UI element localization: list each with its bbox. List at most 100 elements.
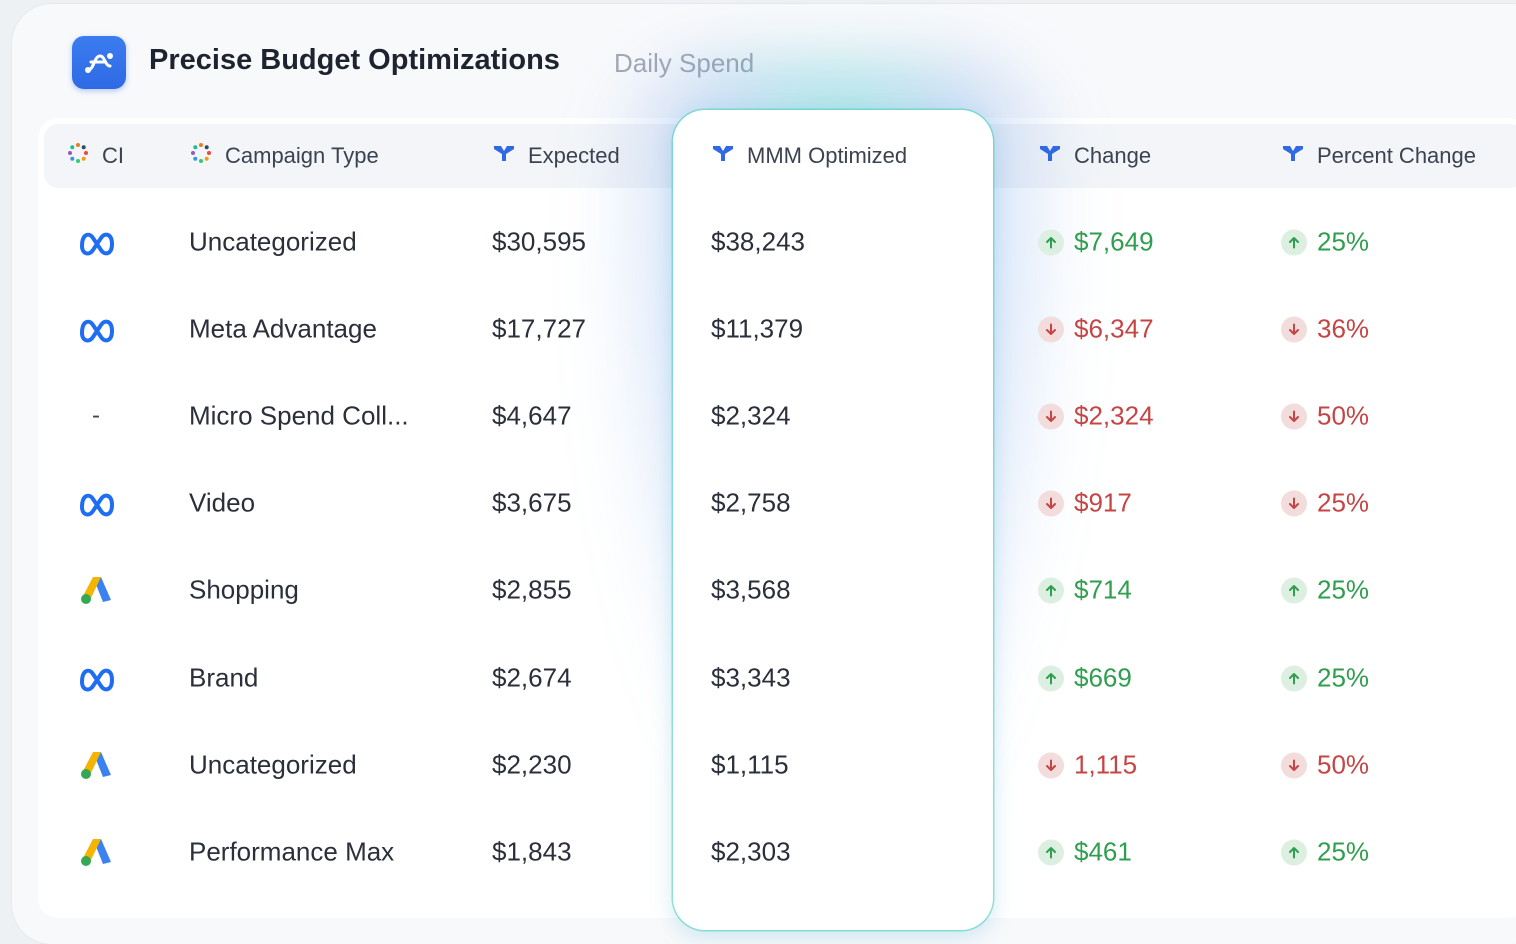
expected-cell: $4,647 [492, 400, 572, 431]
column-header-ci[interactable]: CI [66, 141, 124, 171]
percent-change-cell: 25% [1281, 837, 1369, 868]
change-cell: $461 [1038, 837, 1132, 868]
percent-change-cell-value: 36% [1317, 313, 1370, 344]
change-cell-value: $6,347 [1074, 313, 1154, 344]
percent-change-cell: 25% [1281, 575, 1369, 606]
column-header-label: Change [1074, 143, 1152, 168]
percent-change-cell-value: 25% [1317, 487, 1370, 518]
meta-logo-icon [78, 660, 114, 696]
percent-change-cell: 25% [1281, 488, 1369, 519]
flow-logo-icon [72, 36, 126, 89]
change-cell-value: $7,649 [1074, 226, 1154, 257]
arrow-down-icon [1281, 490, 1307, 516]
change-cell-value: 1,115 [1074, 749, 1138, 780]
mmm-optimized-cell: $1,115 [711, 749, 789, 780]
dots-spinner-icon [66, 141, 90, 171]
mmm-optimized-cell: $2,758 [711, 487, 791, 518]
campaign-type-cell: Brand [189, 662, 259, 693]
percent-change-cell-value: 50% [1317, 400, 1370, 431]
column-header-label: Expected [528, 143, 620, 168]
mmm-optimized-cell: $2,324 [711, 400, 791, 431]
change-cell-value: $917 [1074, 487, 1132, 518]
meta-logo-icon [78, 485, 114, 521]
mmm-optimized-cell: $38,243 [711, 226, 805, 257]
change-cell-value: $714 [1074, 574, 1132, 605]
mmm-optimized-column-highlight [673, 110, 993, 930]
page-subtitle: Daily Spend [614, 48, 755, 78]
arrow-up-icon [1281, 665, 1307, 691]
mmm-optimized-cell: $2,303 [711, 836, 791, 867]
campaign-type-cell: Micro Spend Coll... [189, 400, 409, 431]
change-cell: $917 [1038, 488, 1132, 519]
percent-change-cell-value: 25% [1317, 662, 1370, 693]
expected-cell: $1,843 [492, 836, 572, 867]
campaign-type-cell: Uncategorized [189, 226, 357, 257]
arrow-up-icon [1281, 577, 1307, 603]
arrow-down-icon [1281, 316, 1307, 342]
change-cell-value: $2,324 [1074, 400, 1154, 431]
google-ads-logo-icon [78, 834, 114, 870]
arrow-down-icon [1038, 752, 1064, 778]
percent-change-cell-value: 50% [1317, 749, 1370, 780]
percent-change-cell-value: 25% [1317, 836, 1370, 867]
change-cell-value: $669 [1074, 662, 1132, 693]
meta-logo-icon [78, 311, 114, 347]
arrow-up-icon [1038, 229, 1064, 255]
arrow-down-icon [1038, 403, 1064, 429]
arrow-up-icon [1281, 839, 1307, 865]
expected-cell: $3,675 [492, 487, 572, 518]
percent-change-cell-value: 25% [1317, 226, 1370, 257]
google-ads-logo-icon [78, 747, 114, 783]
column-header-mmm-optimized[interactable]: MMM Optimized [711, 141, 907, 171]
column-header-campaign-type[interactable]: Campaign Type [189, 141, 379, 171]
expected-cell: $2,674 [492, 662, 572, 693]
filter-funnel-icon [711, 141, 735, 171]
column-header-change[interactable]: Change [1038, 141, 1151, 171]
arrow-down-icon [1281, 403, 1307, 429]
change-cell: $2,324 [1038, 401, 1154, 432]
change-cell: $7,649 [1038, 227, 1154, 258]
column-header-label: CI [102, 143, 124, 168]
dots-spinner-icon [189, 141, 213, 171]
campaign-type-cell: Performance Max [189, 836, 395, 867]
channel-none: - [92, 402, 100, 429]
arrow-down-icon [1038, 316, 1064, 342]
mmm-optimized-cell: $3,343 [711, 662, 791, 693]
change-cell: $669 [1038, 663, 1132, 694]
column-header-percent-change[interactable]: Percent Change [1281, 141, 1476, 171]
percent-change-cell: 50% [1281, 750, 1369, 781]
filter-funnel-icon [492, 141, 516, 171]
arrow-up-icon [1281, 229, 1307, 255]
percent-change-cell: 36% [1281, 314, 1369, 345]
mmm-optimized-cell: $3,568 [711, 574, 791, 605]
percent-change-cell: 50% [1281, 401, 1369, 432]
campaign-type-cell: Meta Advantage [189, 313, 377, 344]
arrow-up-icon [1038, 839, 1064, 865]
expected-cell: $30,595 [492, 226, 586, 257]
percent-change-cell: 25% [1281, 227, 1369, 258]
change-cell: 1,115 [1038, 750, 1137, 781]
change-cell: $6,347 [1038, 314, 1154, 345]
google-ads-logo-icon [78, 572, 114, 608]
arrow-up-icon [1038, 577, 1064, 603]
page-title: Precise Budget Optimizations [149, 44, 560, 76]
column-header-expected[interactable]: Expected [492, 141, 620, 171]
arrow-down-icon [1281, 752, 1307, 778]
arrow-up-icon [1038, 665, 1064, 691]
expected-cell: $2,855 [492, 574, 572, 605]
expected-cell: $2,230 [492, 749, 572, 780]
column-header-label: MMM Optimized [747, 143, 908, 168]
filter-funnel-icon [1281, 141, 1305, 171]
percent-change-cell: 25% [1281, 663, 1369, 694]
mmm-optimized-cell: $11,379 [711, 313, 804, 344]
column-header-label: Percent Change [1317, 143, 1476, 168]
filter-funnel-icon [1038, 141, 1062, 171]
change-cell: $714 [1038, 575, 1132, 606]
meta-logo-icon [78, 224, 114, 260]
column-header-label: Campaign Type [225, 143, 379, 168]
change-cell-value: $461 [1074, 836, 1132, 867]
campaign-type-cell: Shopping [189, 574, 299, 605]
expected-cell: $17,727 [492, 313, 586, 344]
campaign-type-cell: Uncategorized [189, 749, 357, 780]
campaign-type-cell: Video [189, 487, 256, 518]
